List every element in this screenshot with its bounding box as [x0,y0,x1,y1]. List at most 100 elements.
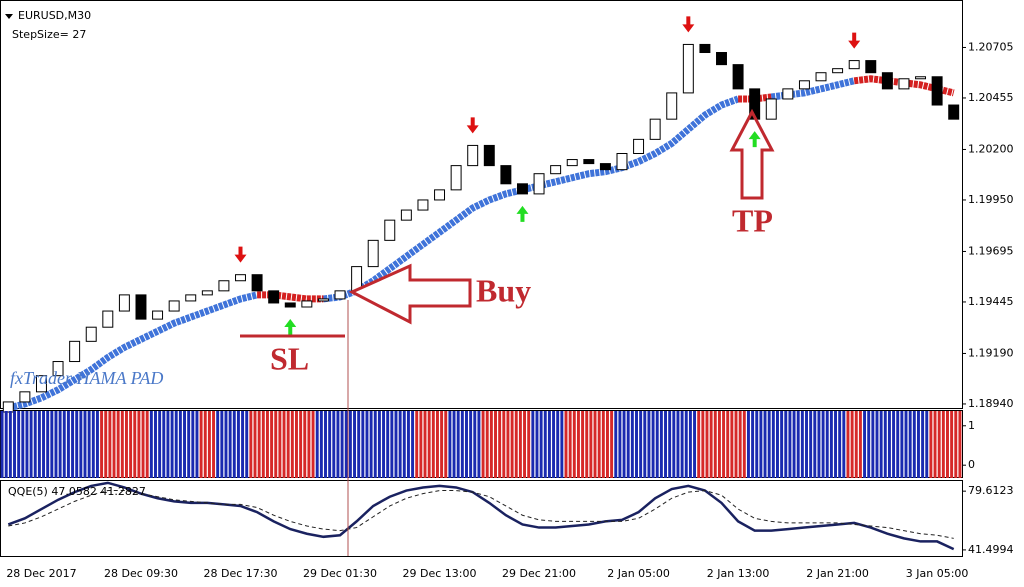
stripe [415,411,419,478]
stripe [564,411,568,478]
x-tick-label: 2 Jan 05:00 [607,567,670,580]
candle [915,76,927,80]
candle [434,189,446,201]
candle [102,310,114,328]
stripe [66,411,70,478]
y-tick-label: 1 [968,419,975,432]
x-tick-label: 29 Dec 21:00 [502,567,576,580]
stripe [440,411,444,478]
stripe [730,411,734,478]
state-bar [17,411,33,478]
stripe [705,411,709,478]
y-tick-label: 1.20455 [968,91,1014,104]
state-bar [581,411,597,478]
stripe [805,411,808,478]
stripe [523,411,527,478]
stripe [813,411,817,478]
stripe [21,411,25,478]
state-bar [863,411,879,478]
stripe [382,411,386,478]
state-bar [448,411,464,478]
stripe [216,411,220,478]
candle [168,300,180,312]
stripe [353,411,357,478]
state-bar [332,411,348,478]
stripe [610,411,614,478]
stripe [912,411,916,478]
stripe [581,411,585,478]
stripe [950,411,954,478]
stripe [796,411,800,478]
stripe [62,411,66,478]
stripe [788,411,792,478]
stripe [929,411,933,478]
hama-line [257,291,324,303]
x-tick-label: 2 Jan 13:00 [707,567,770,580]
stripe [133,411,137,478]
stripe [846,411,850,478]
candle [948,104,960,120]
state-bar [265,411,282,478]
stripe [108,411,112,478]
buy-arrow [348,263,472,325]
stripe [829,411,833,478]
stripe [680,411,684,478]
stripe [241,411,245,478]
stripe [738,411,742,478]
state-bar [199,411,216,478]
stripe [116,411,120,478]
state-bar [100,411,116,478]
stripe [527,411,531,478]
stripe [867,411,871,478]
stripe [543,411,547,478]
candle [450,165,462,191]
main-panel [0,0,963,409]
state-bar [216,411,232,478]
stripe [112,411,116,478]
stripe [42,411,46,478]
candle [765,98,777,120]
sell-signal [682,16,695,33]
stripe [925,411,929,478]
stripe [369,411,373,478]
stripe [348,411,352,478]
stripe [854,411,858,478]
state-bar [382,411,398,478]
candle [516,183,528,195]
stripe [817,411,821,478]
tp-label: TP [732,202,773,238]
stripe [386,411,390,478]
stripe [253,411,257,478]
candle [666,92,678,120]
stripe [767,411,771,478]
stripe [25,411,29,478]
stripe [908,411,912,478]
candle [152,310,164,320]
stripe [800,411,804,478]
stripe [726,411,730,478]
stripe [647,411,651,478]
candle [533,173,545,195]
stripe [195,411,199,478]
stripe [332,411,336,478]
stripe [759,411,763,478]
stripe [717,411,721,478]
state-bar [780,411,796,478]
sell-signal [234,246,247,263]
stripe [883,411,887,478]
stripe [145,411,149,478]
candle [865,60,877,74]
stripe [17,411,21,478]
stripe [207,411,211,478]
stripe [850,411,854,478]
candle [69,340,81,363]
state-bar [547,411,564,478]
stripe [825,411,829,478]
candle [566,159,578,167]
stripe [954,411,958,478]
stripe [344,411,348,478]
state-bar [299,411,315,478]
state-bar [183,411,199,478]
y-tick-label: 1.19190 [968,346,1014,359]
